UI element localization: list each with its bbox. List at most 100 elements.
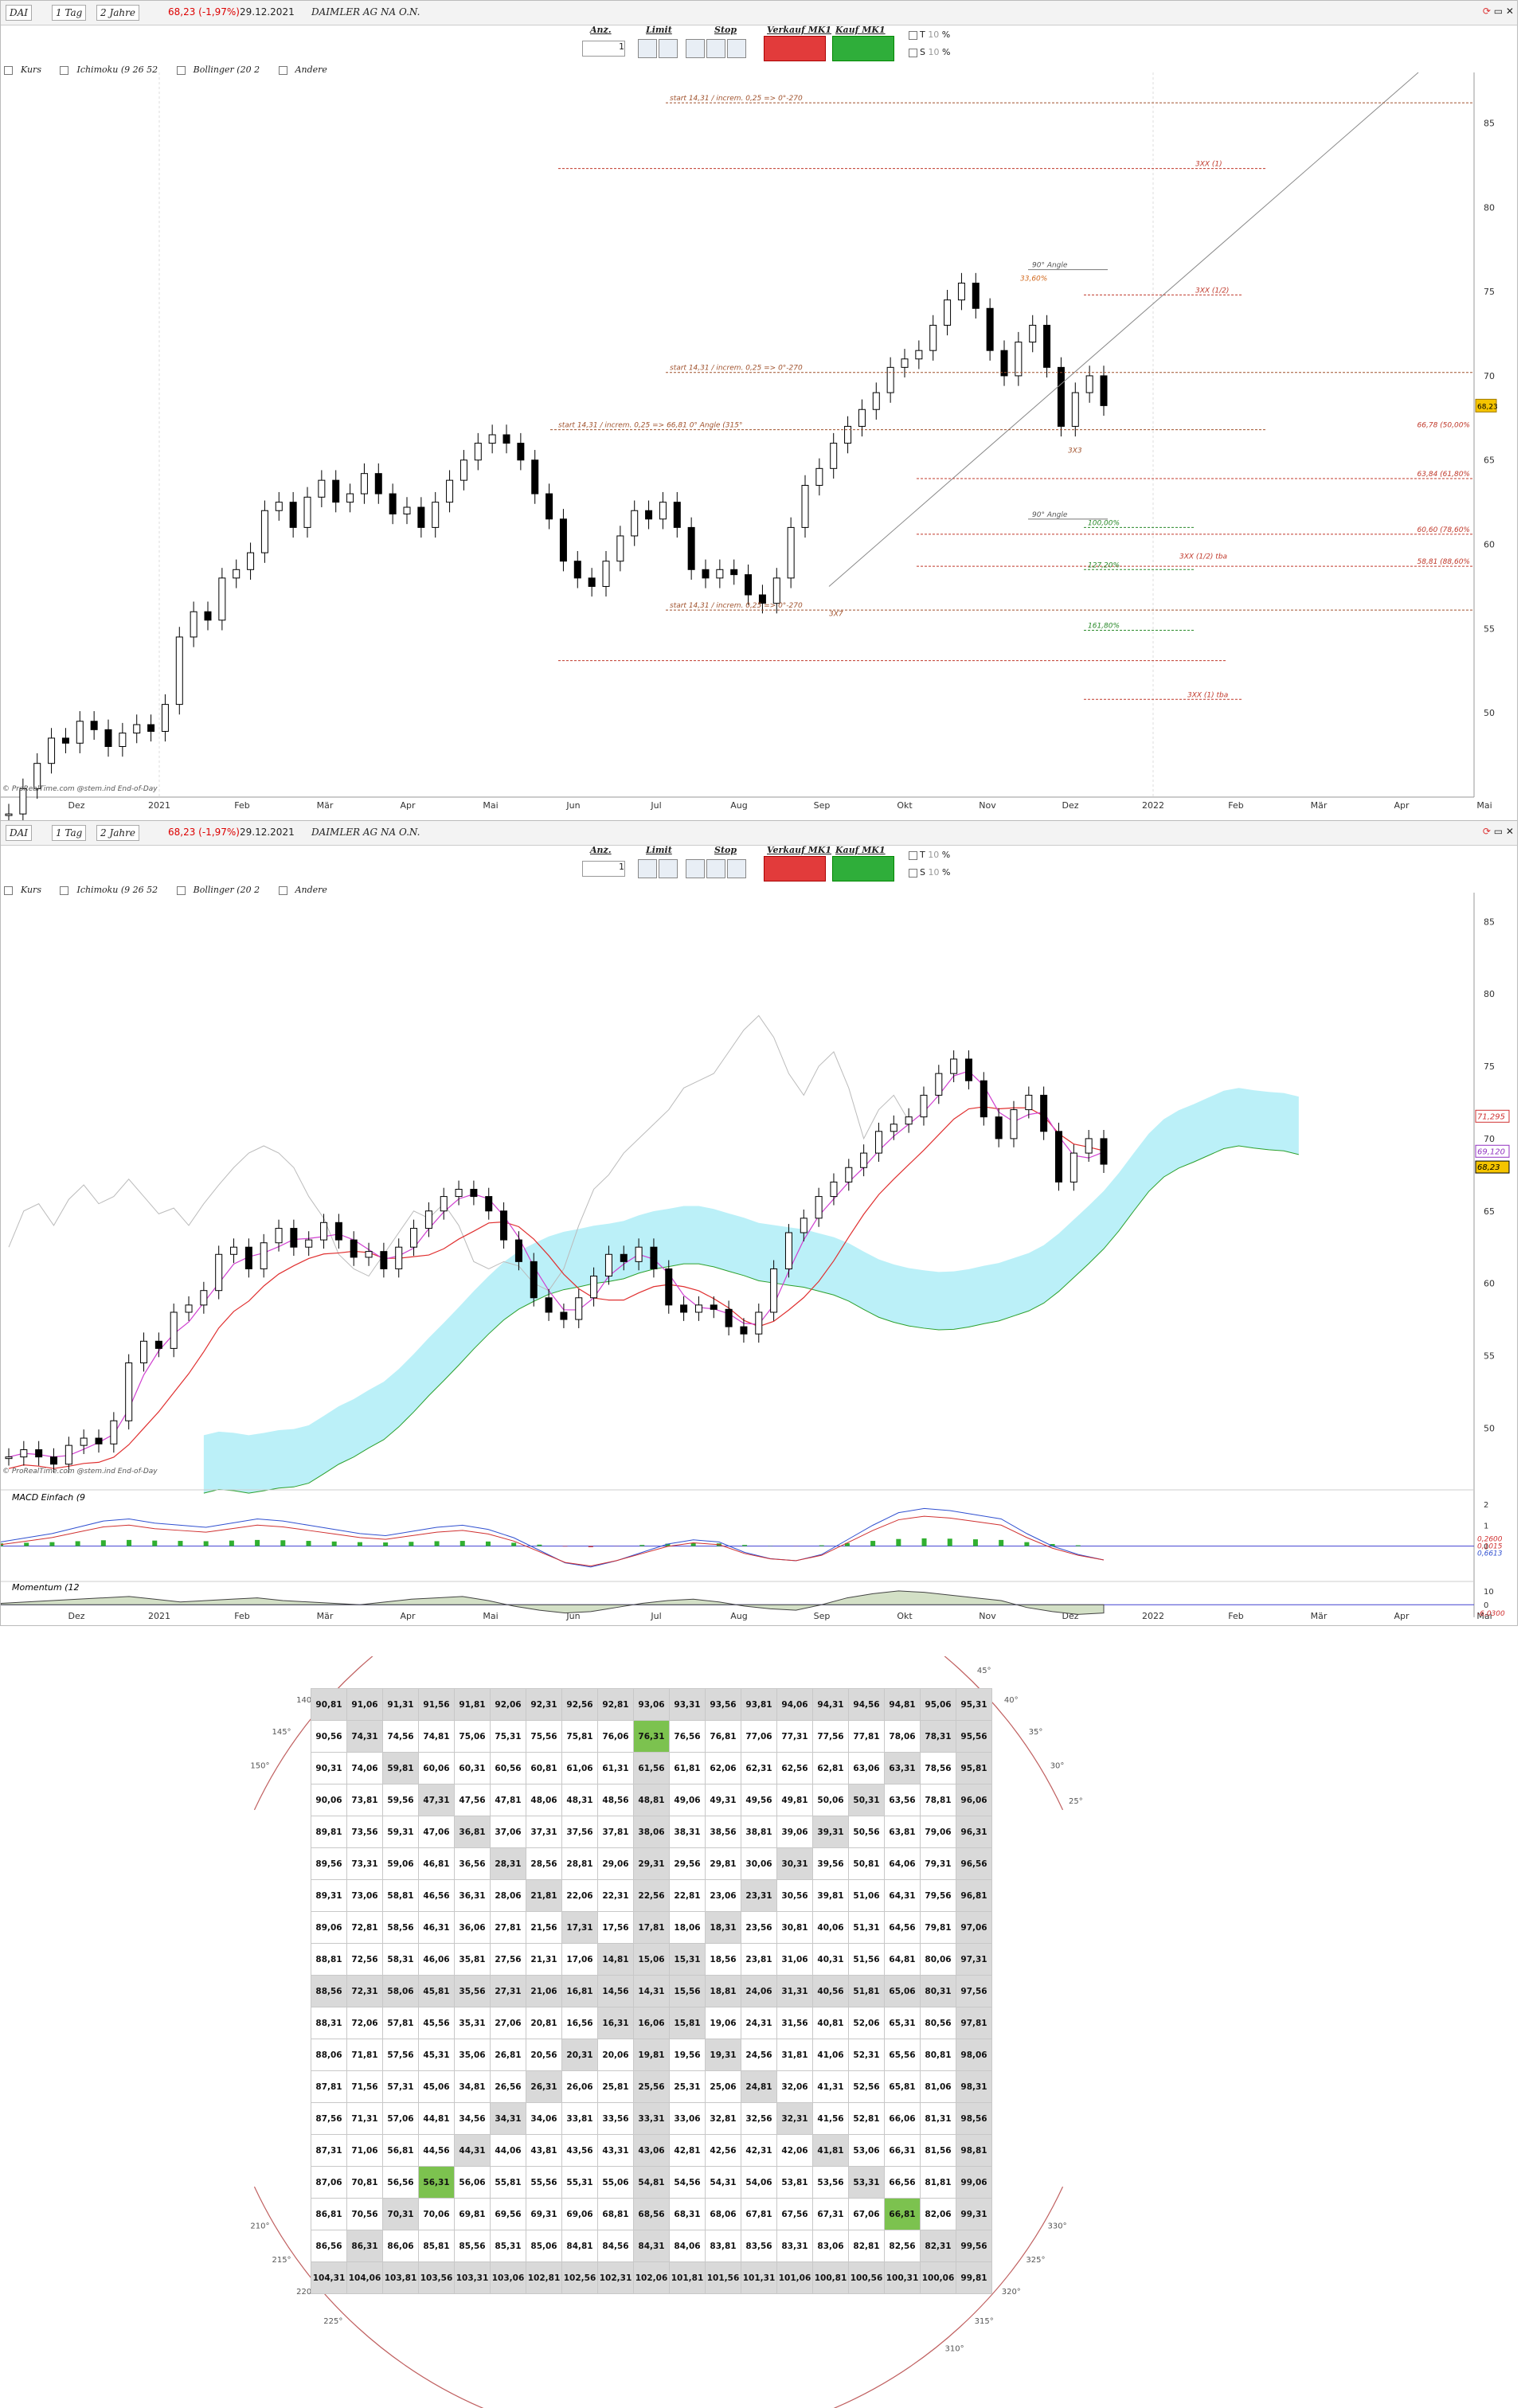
gann-cell: 65,06 [884, 1975, 921, 2007]
candle-body [260, 510, 268, 553]
gann-row: 89,06 72,81 58,56 46,31 36,06 27,81 21,56 17,31… [311, 1911, 992, 1944]
macd-hist-bar [537, 1544, 542, 1546]
candle-body [303, 496, 311, 528]
sell-button-2[interactable] [764, 856, 826, 882]
buy-button[interactable] [832, 36, 894, 61]
stop-button-4[interactable] [686, 859, 705, 878]
candle-body [125, 1362, 133, 1421]
window-controls-2[interactable]: ⟳ ▭ ✕ [1482, 826, 1514, 837]
qty-input[interactable]: 1 [582, 41, 625, 57]
indicator-ichimoku[interactable]: Ichimoku (9 26 52 [60, 64, 166, 75]
refresh-icon-2[interactable]: ⟳ [1482, 826, 1491, 837]
candle-body [872, 392, 880, 410]
gann-cell: 18,81 [705, 1975, 741, 2007]
stop-button-6[interactable] [727, 859, 746, 878]
qty-input-2[interactable]: 1 [582, 861, 625, 877]
x-tick-label: Nov [979, 1611, 996, 1621]
gann-cell: 51,81 [848, 1975, 885, 2007]
gann-cell: 30,06 [741, 1847, 777, 1880]
stop-button-1[interactable] [686, 39, 705, 58]
gann-cell: 103,06 [490, 2261, 526, 2294]
x-tick-label: Dez [68, 800, 84, 811]
candle-body [459, 459, 467, 481]
gann-cell: 65,31 [884, 2007, 921, 2039]
gann-angle-label: 220° [296, 2288, 315, 2297]
t-checkbox[interactable]: T 10 % [909, 29, 950, 40]
gann-cell: 54,56 [669, 2166, 706, 2199]
candle-body [1043, 324, 1051, 368]
interval-select-2[interactable]: 1 Tag [52, 825, 87, 841]
macd-tag: 0,2600 [1477, 1536, 1503, 1544]
buy-button-2[interactable] [832, 856, 894, 882]
window-controls[interactable]: ⟳ ▭ ✕ [1482, 6, 1514, 17]
x-tick-label: Apr [1394, 800, 1410, 811]
range-select-2[interactable]: 2 Jahre [96, 825, 139, 841]
gann-cell: 84,81 [561, 2230, 598, 2262]
gann-cell: 84,56 [597, 2230, 634, 2262]
gann-cell: 84,31 [633, 2230, 670, 2262]
macd-hist-bar [665, 1543, 671, 1546]
indicator-kurs[interactable]: Kurs [4, 64, 49, 75]
gann-cell: 69,06 [561, 2198, 598, 2230]
range-select[interactable]: 2 Jahre [96, 5, 139, 21]
gann-cell: 85,56 [454, 2230, 491, 2262]
gann-cell: 23,56 [741, 1911, 777, 1944]
x-tick-label: Aug [730, 1611, 747, 1621]
gann-cell: 100,56 [848, 2261, 885, 2294]
indicator-kurs-2[interactable]: Kurs [4, 885, 49, 895]
t-checkbox-2[interactable]: T 10 % [909, 850, 950, 860]
gann-cell: 64,06 [884, 1847, 921, 1880]
gann-cell: 42,06 [776, 2134, 813, 2167]
gann-cell: 72,81 [346, 1911, 383, 1944]
stop-button-5[interactable] [706, 859, 725, 878]
candle-body [48, 737, 56, 764]
gann-cell: 88,56 [311, 1975, 347, 2007]
indicator-bollinger[interactable]: Bollinger (20 2 [176, 64, 268, 75]
gann-cell: 97,31 [956, 1943, 992, 1976]
x-tick-label: Feb [234, 800, 249, 811]
sell-button[interactable] [764, 36, 826, 61]
gann-cell: 43,31 [597, 2134, 634, 2167]
gann-cell: 44,81 [418, 2102, 455, 2135]
interval-select[interactable]: 1 Tag [52, 5, 87, 21]
price-chart-bottom[interactable]: 50 55 60 65 70 75 80 85 Dez 2021 Feb Mär Apr Mai Jun Ju… [1, 821, 1517, 1625]
candle-body [318, 479, 326, 498]
symbol-field[interactable]: DAI [6, 5, 33, 21]
gann-cell: 57,56 [382, 2039, 419, 2071]
macd-signal [1, 1515, 1105, 1567]
refresh-icon[interactable]: ⟳ [1482, 6, 1491, 17]
limit-button-1[interactable] [638, 39, 657, 58]
x-tick-label: Feb [1228, 800, 1243, 811]
anz-label-2: Anz. [590, 845, 612, 855]
symbol-field-2[interactable]: DAI [6, 825, 33, 841]
limit-button-3[interactable] [638, 859, 657, 878]
level-label-h13: 161,80% [1088, 622, 1120, 630]
gann-cell: 74,06 [346, 1752, 383, 1784]
gann-cell: 34,56 [454, 2102, 491, 2135]
s-checkbox[interactable]: S 10 % [909, 47, 950, 57]
candle-body [886, 366, 894, 393]
indicator-bollinger-2[interactable]: Bollinger (20 2 [176, 885, 268, 895]
level-label-h11b: 127,20% [1088, 561, 1120, 569]
gann-cell: 78,31 [920, 1720, 956, 1753]
gann-cell: 19,06 [705, 2007, 741, 2039]
indicator-other-2[interactable]: Andere [278, 885, 335, 895]
gann-cell: 92,31 [526, 1688, 562, 1721]
stop-button-3[interactable] [727, 39, 746, 58]
candle-body [787, 526, 795, 579]
candle-body [1040, 1094, 1048, 1132]
indicator-ichimoku-2[interactable]: Ichimoku (9 26 52 [60, 885, 166, 895]
gann-cell: 34,06 [526, 2102, 562, 2135]
price-chart-top[interactable]: 50 55 60 65 70 75 80 85 Dez 2021 Feb Mär Apr Mai Jun Ju… [1, 1, 1517, 821]
gann-cell: 35,56 [454, 1975, 491, 2007]
gann-cell: 21,06 [526, 1975, 562, 2007]
s-checkbox-2[interactable]: S 10 % [909, 867, 950, 878]
limit-button-4[interactable] [659, 859, 678, 878]
candle-body [665, 1268, 673, 1306]
gann-cell: 31,56 [776, 2007, 813, 2039]
macd-hist-bar [562, 1546, 568, 1547]
limit-button-2[interactable] [659, 39, 678, 58]
indicator-other[interactable]: Andere [278, 64, 335, 75]
candle-body [95, 1437, 103, 1444]
stop-button-2[interactable] [706, 39, 725, 58]
